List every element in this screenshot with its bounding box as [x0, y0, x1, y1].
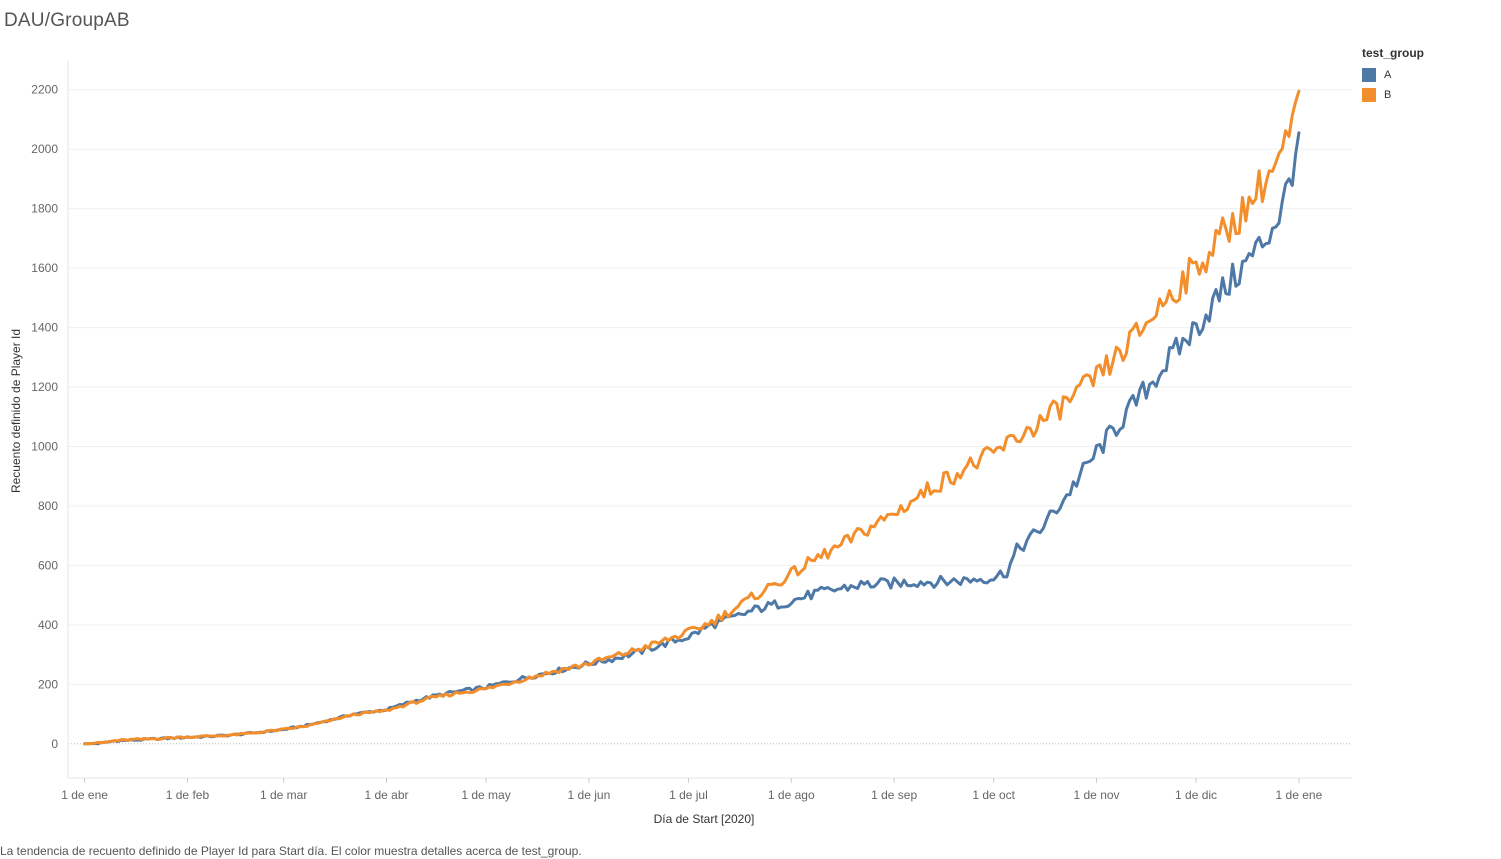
series-lines — [83, 89, 1301, 746]
y-tick-label: 200 — [38, 677, 58, 691]
x-tick-label: 1 de ago — [768, 788, 815, 802]
series-line-a — [83, 131, 1301, 746]
gridlines — [68, 89, 1352, 745]
y-tick-label: 1400 — [31, 321, 58, 335]
x-tick-label: 1 de mar — [260, 788, 307, 802]
legend-swatch — [1362, 88, 1376, 102]
x-tick-label: 1 de ene — [61, 788, 108, 802]
y-tick-label: 2000 — [31, 142, 58, 156]
x-tick-label: 1 de ene — [1276, 788, 1323, 802]
y-tick-label: 1200 — [31, 380, 58, 394]
y-tick-label: 1800 — [31, 202, 58, 216]
legend-item-a[interactable]: A — [1362, 65, 1424, 85]
y-tick-label: 800 — [38, 499, 58, 513]
y-tick-label: 2200 — [31, 83, 58, 97]
y-tick-label: 1000 — [31, 440, 58, 454]
legend-swatch — [1362, 68, 1376, 82]
y-tick-label: 400 — [38, 618, 58, 632]
axes: 0 200 400 600 800 1000 1200 1400 1600 1800 2000 220… — [9, 60, 1352, 826]
x-tick-label: 1 de feb — [166, 788, 210, 802]
x-tick-label: 1 de nov — [1074, 788, 1120, 802]
legend-item-b[interactable]: B — [1362, 85, 1424, 105]
x-tick-label: 1 de dic — [1175, 788, 1217, 802]
chart-title: DAU/GroupAB — [4, 10, 130, 31]
legend-label: B — [1384, 89, 1392, 101]
caption: La tendencia de recuento definido de Pla… — [0, 844, 582, 858]
y-tick-label: 600 — [38, 558, 58, 572]
legend-title: test_group — [1362, 46, 1425, 60]
series-line-b — [83, 89, 1301, 746]
x-tick-label: 1 de sep — [871, 788, 917, 802]
x-axis-title: Día de Start [2020] — [654, 812, 755, 826]
y-tick-label: 0 — [51, 737, 58, 751]
y-axis-title: Recuento definido de Player Id — [9, 329, 23, 493]
x-tick-label: 1 de jul — [669, 788, 708, 802]
legend-label: A — [1384, 69, 1392, 81]
x-tick-label: 1 de may — [461, 788, 510, 802]
x-tick-label: 1 de abr — [364, 788, 408, 802]
x-tick-label: 1 de jun — [568, 788, 611, 802]
x-tick-label: 1 de oct — [972, 788, 1015, 802]
y-tick-label: 1600 — [31, 261, 58, 275]
